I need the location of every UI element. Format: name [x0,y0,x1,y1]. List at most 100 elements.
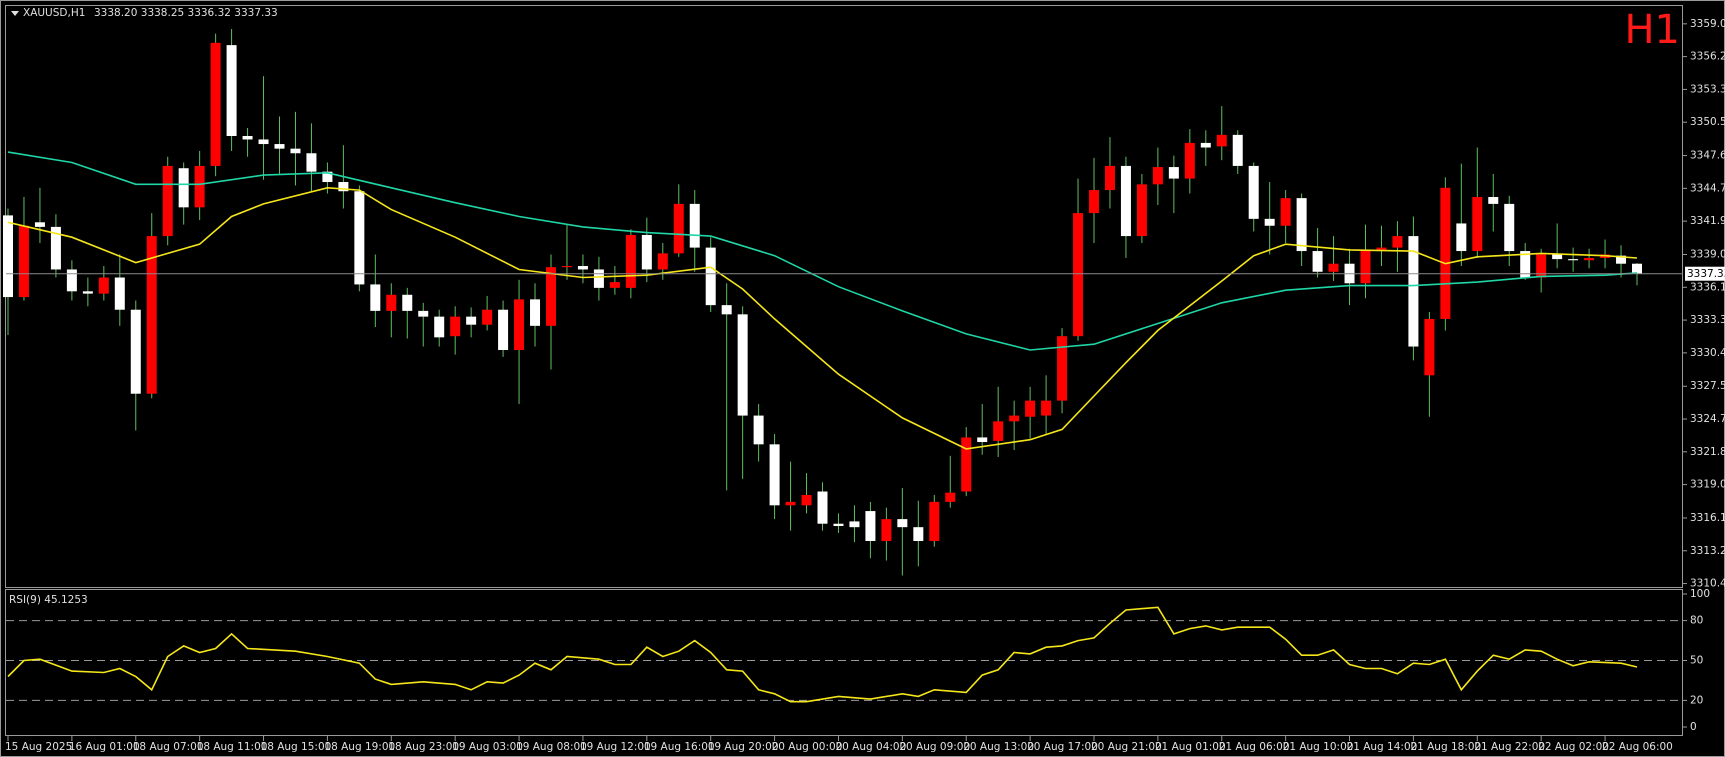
candle-body [977,437,988,443]
candle-body [1376,247,1387,250]
candle-body [801,494,812,506]
candle-body [945,492,956,502]
x-tick-label: 21 Aug 01:00 [1155,741,1226,753]
candle-body [418,310,429,317]
x-tick-label: 18 Aug 07:00 [133,741,204,753]
candle-body [1009,415,1020,422]
candle-body [1456,223,1467,252]
x-tick-label: 19 Aug 20:00 [708,741,779,753]
candle-body [194,165,205,208]
candle-body [1073,213,1084,337]
candle-body [769,444,780,506]
x-tick-label: 21 Aug 14:00 [1347,741,1418,753]
candle-body [306,153,317,172]
x-tick-label: 21 Aug 06:00 [1219,741,1290,753]
candle-body [1488,196,1499,204]
candle-body [1328,263,1339,272]
candle-body [1041,400,1052,416]
candle-body [322,171,333,183]
x-tick-label: 19 Aug 12:00 [580,741,651,753]
candle-body [561,266,572,268]
timeframe-label: H1 [1624,7,1680,53]
candle-body [689,203,700,248]
moving-average-line [7,186,1638,450]
candle-body [3,215,13,298]
candle-body [1568,259,1579,261]
y-tick-label: 0 [1690,721,1697,733]
y-tick-label: 80 [1690,615,1703,627]
candle-body [82,291,93,294]
y-tick-label: 3313.25 [1690,545,1725,557]
candle-body [1584,257,1595,261]
candle-body [593,269,604,288]
candle-body [146,236,157,394]
candle-body [210,42,221,166]
candle-body [737,314,748,416]
x-tick-label: 21 Aug 22:00 [1474,741,1545,753]
candle-body [753,415,764,445]
candle-body [338,182,349,192]
candle-body [1504,203,1515,252]
candle-body [849,521,860,528]
rsi-panel-frame [5,589,1683,736]
candle-body [577,266,588,270]
candle-body [18,225,29,298]
candle-body [881,519,892,541]
x-tick-label: 18 Aug 15:00 [261,741,332,753]
candle-body [897,519,908,528]
candle-body [673,203,684,254]
y-tick-label: 3339.00 [1690,249,1725,261]
y-tick-label: 3316.10 [1690,512,1725,524]
menu-arrow[interactable] [11,11,19,16]
candle-body [290,148,301,154]
candle-body [50,226,61,270]
candle-body [1408,236,1419,347]
candle-body [625,234,636,288]
candle-body [1120,165,1131,237]
candle-body [258,139,269,145]
x-tick-label: 20 Aug 00:00 [772,741,843,753]
candle-body [721,305,732,315]
candle-body [34,222,45,227]
candle-body [1232,134,1243,166]
candle-body [354,191,365,285]
candle-body [833,523,844,527]
rsi-title: RSI(9) 45.1253 [9,594,88,606]
candle-body [961,437,972,492]
candle-body [1616,255,1627,264]
y-tick-label: 3344.75 [1690,182,1725,194]
candle-body [657,253,668,270]
y-tick-label: 3350.50 [1690,116,1725,128]
candle-body [641,234,652,270]
candle-body [498,309,509,350]
candle-body [450,316,461,337]
candle-body [530,299,541,326]
candle-body [1104,165,1115,191]
candle-body [929,501,940,541]
candle-body [1360,249,1371,284]
candle-body [1168,167,1179,179]
candle-body [865,511,876,541]
candle-body [1472,196,1483,252]
x-tick-label: 18 Aug 23:00 [388,741,459,753]
candle-body [274,144,285,149]
current-price-label: 3337.33 [1687,268,1725,280]
candle-body [1536,254,1547,278]
ohlc-values: 3338.20 3338.25 3336.32 3337.33 [94,7,278,19]
y-tick-label: 3310.40 [1690,578,1725,590]
x-tick-label: 19 Aug 08:00 [516,741,587,753]
candle-body [386,294,397,311]
y-tick-label: 3327.55 [1690,380,1725,392]
x-tick-label: 20 Aug 13:00 [963,741,1034,753]
x-tick-label: 20 Aug 04:00 [835,741,906,753]
y-tick-label: 3324.70 [1690,413,1725,425]
candle-body [1184,142,1195,179]
x-tick-label: 20 Aug 09:00 [899,741,970,753]
candle-body [1296,198,1307,252]
candle-body [817,491,828,524]
candle-body [609,282,620,288]
x-tick-label: 22 Aug 02:00 [1538,741,1609,753]
candle-body [1520,251,1531,278]
candle-body [482,309,493,325]
